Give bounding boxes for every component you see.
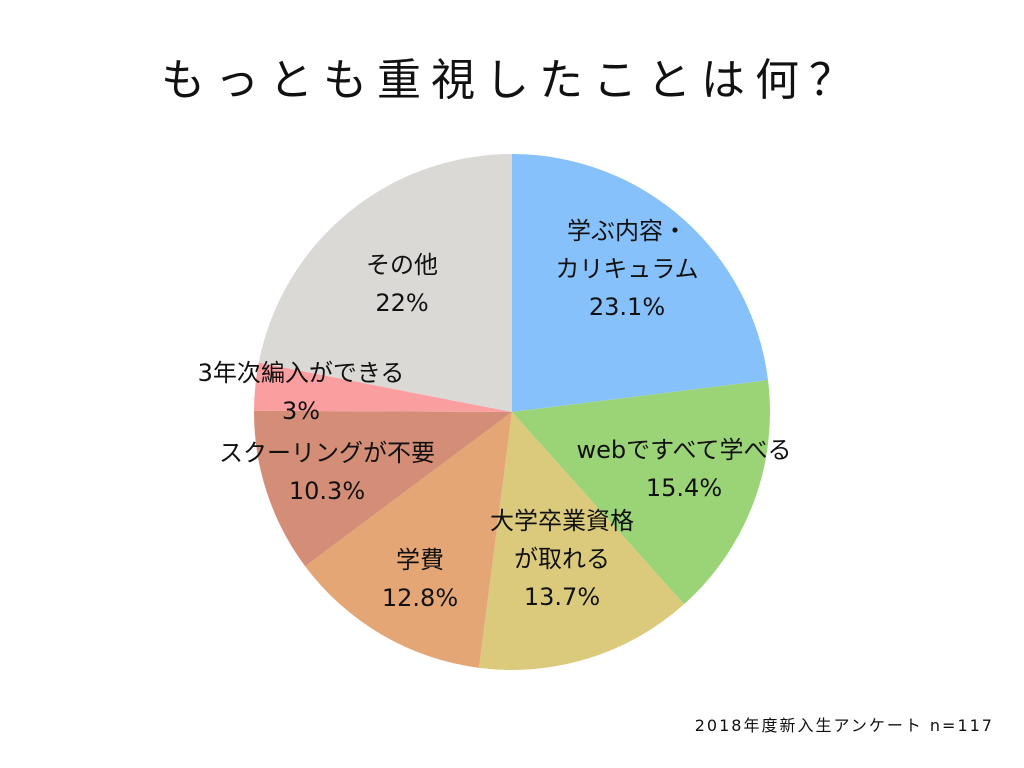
slice-label-6: その他 xyxy=(366,251,438,279)
pie-slice-5 xyxy=(254,362,512,412)
pie-slice-4 xyxy=(253,410,513,567)
slice-value-6: 22% xyxy=(375,289,428,317)
slice-value-4: 10.3% xyxy=(289,477,365,505)
slice-label-2: 大学卒業資格 xyxy=(490,507,634,535)
pie-slice-0 xyxy=(512,153,769,412)
slice-label-4: スクーリングが不要 xyxy=(219,439,435,467)
chart-title: もっとも重視したことは何？ xyxy=(161,55,863,106)
slice-value-1: 15.4% xyxy=(646,474,722,502)
pie-slice-6 xyxy=(258,154,512,412)
slice-value-3: 12.8% xyxy=(382,584,458,612)
slice-label-2: が取れる xyxy=(514,545,610,573)
slice-label-3: 学費 xyxy=(396,546,444,574)
slice-label-1: webですべて学べる xyxy=(577,436,792,464)
slice-label-5: 3年次編入ができる xyxy=(198,359,405,387)
slice-value-5: 3% xyxy=(282,397,320,425)
slice-label-0: カリキュラム xyxy=(555,255,698,283)
pie-slice-1 xyxy=(512,380,771,605)
slice-value-2: 13.7% xyxy=(524,583,600,611)
footnote: 2018年度新入生アンケート n=117 xyxy=(694,716,994,735)
pie-slice-2 xyxy=(478,412,685,671)
slice-value-0: 23.1% xyxy=(589,293,665,321)
slice-label-0: 学ぶ内容・ xyxy=(567,217,687,245)
pie-slice-3 xyxy=(305,412,512,668)
